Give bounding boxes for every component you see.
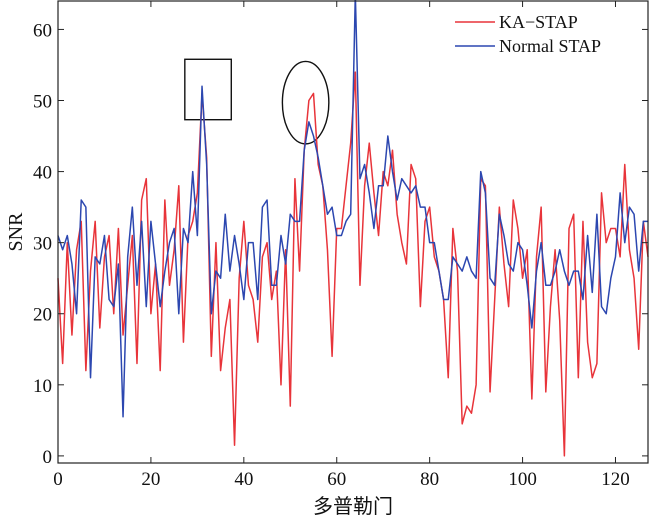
y-tick-label: 50: [33, 92, 52, 113]
y-tick-label: 20: [33, 305, 52, 326]
tick-labels: 0 20 40 60 80 100 120 0 10 20 30 40 50 60: [33, 20, 630, 490]
y-tick-label: 0: [43, 447, 53, 468]
legend-label: Normal STAP: [499, 36, 601, 56]
legend-label: KA−STAP: [499, 12, 578, 32]
x-tick-label: 60: [327, 469, 346, 490]
axes-frame: [57, 0, 649, 464]
series-line-normal-stap: [57, 0, 648, 418]
x-axis-label: 多普勒门: [313, 495, 393, 518]
annotation-rectangle: [184, 58, 232, 121]
legend: KA−STAP Normal STAP: [455, 12, 601, 56]
axes: [57, 0, 649, 464]
y-tick-label: 40: [33, 163, 52, 184]
x-tick-label: 40: [234, 469, 253, 490]
x-tick-label: 20: [141, 469, 160, 490]
x-tick-label: 80: [420, 469, 439, 490]
x-tick-label: 120: [601, 469, 630, 490]
x-tick-label: 0: [53, 469, 63, 490]
series-lines: [57, 0, 649, 457]
x-tick-label: 100: [508, 469, 537, 490]
y-tick-label: 60: [33, 20, 52, 41]
y-tick-label: 30: [33, 234, 52, 255]
y-axis-label: SNR: [5, 212, 27, 252]
y-tick-label: 10: [33, 376, 52, 397]
